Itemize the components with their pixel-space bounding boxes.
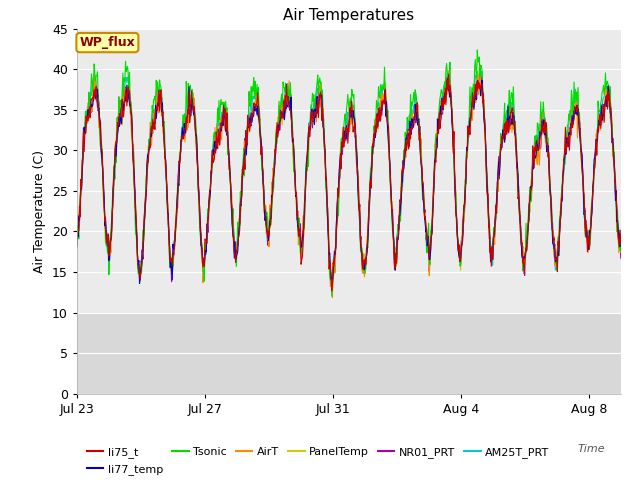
Text: Time: Time <box>577 444 605 454</box>
Bar <box>77 312 621 394</box>
Legend: li75_t, li77_temp, Tsonic, AirT, PanelTemp, NR01_PRT, AM25T_PRT: li75_t, li77_temp, Tsonic, AirT, PanelTe… <box>83 443 554 479</box>
Title: Air Temperatures: Air Temperatures <box>284 9 414 24</box>
Text: WP_flux: WP_flux <box>79 36 135 49</box>
Y-axis label: Air Temperature (C): Air Temperature (C) <box>33 150 46 273</box>
